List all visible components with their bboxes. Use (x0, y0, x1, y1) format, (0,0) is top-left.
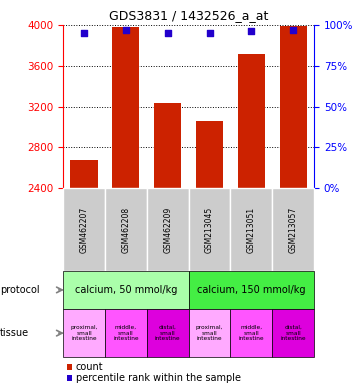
Text: GSM462209: GSM462209 (163, 206, 172, 253)
Text: GSM462207: GSM462207 (79, 206, 88, 253)
Text: GSM213051: GSM213051 (247, 206, 256, 253)
Text: protocol: protocol (0, 285, 40, 295)
Text: proximal,
small
intestine: proximal, small intestine (196, 325, 223, 341)
Text: proximal,
small
intestine: proximal, small intestine (70, 325, 98, 341)
Text: distal,
small
intestine: distal, small intestine (280, 325, 306, 341)
Bar (196, 121, 223, 188)
Bar (70, 160, 98, 188)
Text: tissue: tissue (0, 328, 29, 338)
Text: middle,
small
intestine: middle, small intestine (239, 325, 264, 341)
Text: GSM213045: GSM213045 (205, 206, 214, 253)
Title: GDS3831 / 1432526_a_at: GDS3831 / 1432526_a_at (109, 9, 268, 22)
Bar (154, 104, 181, 188)
Text: middle,
small
intestine: middle, small intestine (113, 325, 139, 341)
Point (123, 27, 129, 33)
Text: percentile rank within the sample: percentile rank within the sample (76, 373, 241, 383)
Text: calcium, 150 mmol/kg: calcium, 150 mmol/kg (197, 285, 306, 295)
Point (248, 28, 254, 35)
Bar (279, 26, 307, 188)
Point (81, 30, 87, 36)
Point (206, 30, 212, 36)
Text: GSM213057: GSM213057 (289, 206, 298, 253)
Text: distal,
small
intestine: distal, small intestine (155, 325, 180, 341)
Point (290, 27, 296, 33)
Bar (238, 53, 265, 188)
Text: GSM462208: GSM462208 (121, 206, 130, 253)
Bar (112, 27, 139, 188)
Point (165, 30, 171, 36)
Text: count: count (76, 362, 104, 372)
Text: calcium, 50 mmol/kg: calcium, 50 mmol/kg (75, 285, 177, 295)
